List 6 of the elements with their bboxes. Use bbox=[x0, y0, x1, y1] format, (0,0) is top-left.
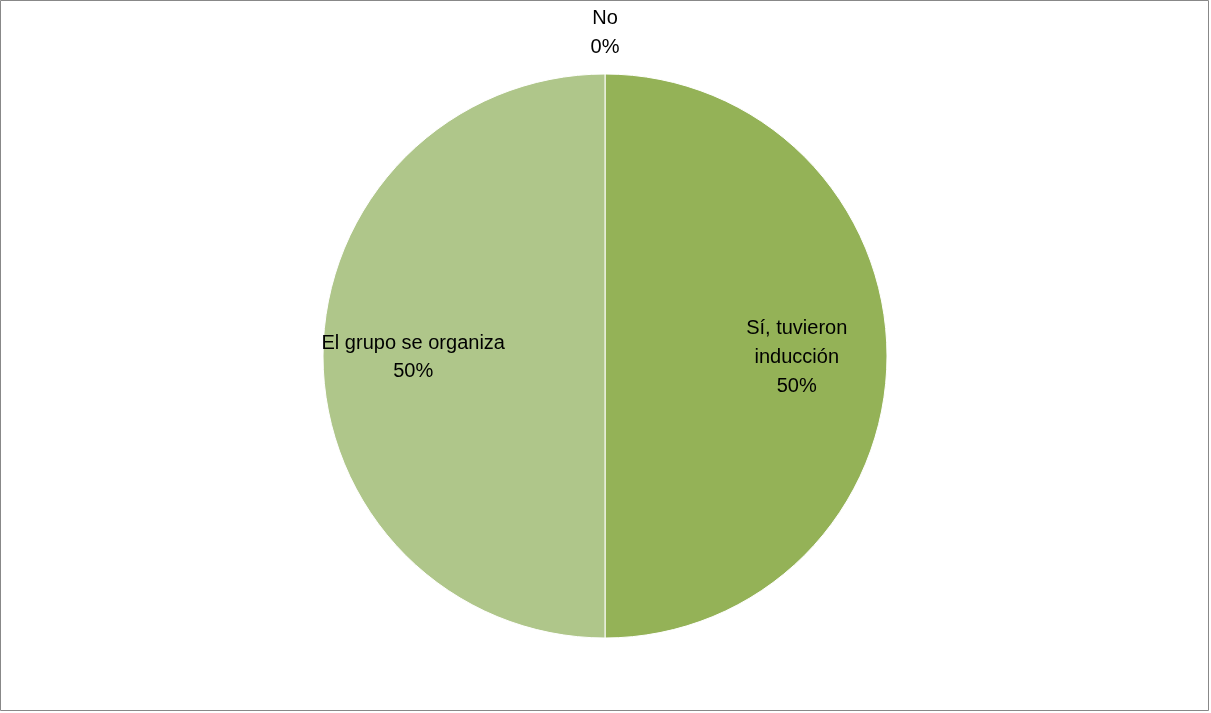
slice-label: Sí, tuvieron inducción bbox=[746, 316, 848, 367]
slice-label: El grupo se organiza bbox=[321, 330, 506, 353]
data-label: 50% bbox=[393, 359, 434, 382]
category-label: No bbox=[592, 6, 618, 29]
data-label: 50% bbox=[776, 373, 817, 396]
text: 0% bbox=[590, 35, 620, 57]
